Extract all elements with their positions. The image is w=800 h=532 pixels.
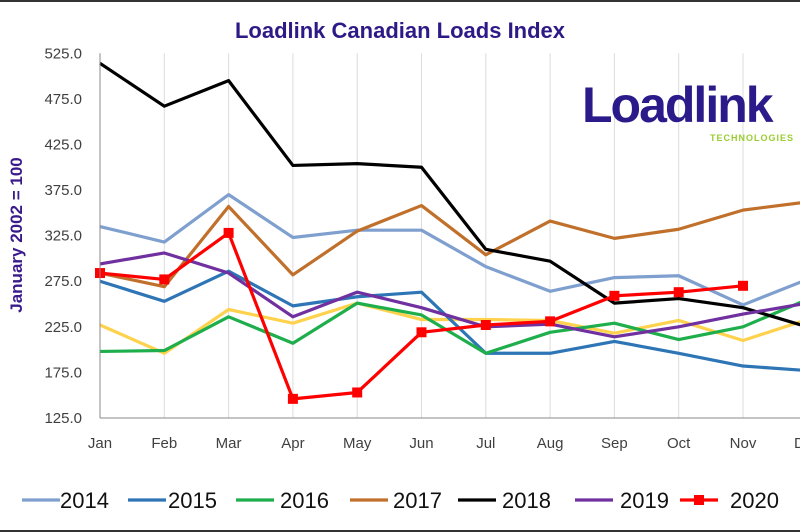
data-point-2020	[416, 327, 427, 338]
series-line-2019	[99, 251, 800, 339]
legend-label-2014: 2014	[60, 488, 109, 513]
x-tick-label: Jul	[476, 435, 495, 452]
x-tick-label: Apr	[281, 435, 304, 452]
data-point-2020	[545, 316, 556, 327]
y-tick-label: 375.0	[44, 182, 82, 199]
gridlines	[163, 53, 744, 418]
data-point-2020	[352, 387, 363, 398]
y-tick-label: 125.0	[44, 410, 82, 427]
y-tick-label: 275.0	[44, 273, 82, 290]
x-tick-label: Oct	[667, 435, 691, 452]
series-line-2018	[99, 61, 800, 327]
x-tick-label: Aug	[537, 435, 564, 452]
x-tick-label: Feb	[151, 435, 177, 452]
y-tick-label: 475.0	[44, 91, 82, 108]
legend-label-2020: 2020	[730, 488, 779, 513]
y-tick-label: 175.0	[44, 364, 82, 381]
x-tick-label: Jan	[88, 435, 112, 452]
data-point-2020	[673, 287, 684, 298]
x-tick-label: Jun	[409, 435, 433, 452]
data-point-2020	[223, 227, 234, 238]
legend-label-2017: 2017	[393, 488, 442, 513]
y-tick-label: 525.0	[44, 45, 82, 62]
y-tick-label: 225.0	[44, 319, 82, 336]
series-line-2017	[99, 201, 800, 289]
loadlink-logo: Loadlink TECHNOLOGIES	[582, 77, 794, 143]
legend-label-2018: 2018	[502, 488, 551, 513]
series-line-2014	[99, 193, 800, 307]
data-point-2020	[480, 320, 491, 331]
y-tick-label: 425.0	[44, 136, 82, 153]
legend-label-2019: 2019	[620, 488, 669, 513]
x-tick-label: Sep	[601, 435, 628, 452]
series-line-2015	[99, 269, 800, 372]
y-axis-label: January 2002 = 100	[7, 157, 26, 312]
legend-label-2016: 2016	[280, 488, 329, 513]
axes: Jan Feb Mar Apr May Jun Jul Aug Sep Oct Nov Dec 525.…	[44, 45, 800, 452]
data-point-2020	[609, 290, 620, 301]
legend-marker-2020	[694, 495, 704, 505]
x-tick-label: Nov	[730, 435, 757, 452]
x-tick-label: Mar	[216, 435, 242, 452]
x-tick-label: May	[343, 435, 372, 452]
data-point-2020	[159, 274, 170, 285]
series-lines	[95, 61, 800, 404]
data-point-2020	[287, 393, 298, 404]
x-tick-label: Dec	[794, 435, 800, 452]
legend: 2014 2015 2016 2017 2018 2019 2020	[22, 488, 779, 513]
legend-label-2015: 2015	[168, 488, 217, 513]
chart-title: Loadlink Canadian Loads Index	[235, 18, 566, 43]
data-point-2020	[738, 280, 748, 291]
logo-text: Loadlink	[582, 77, 774, 133]
logo-subtext: TECHNOLOGIES	[710, 133, 794, 143]
y-tick-label: 325.0	[44, 228, 82, 245]
series-line-2016	[99, 300, 800, 355]
